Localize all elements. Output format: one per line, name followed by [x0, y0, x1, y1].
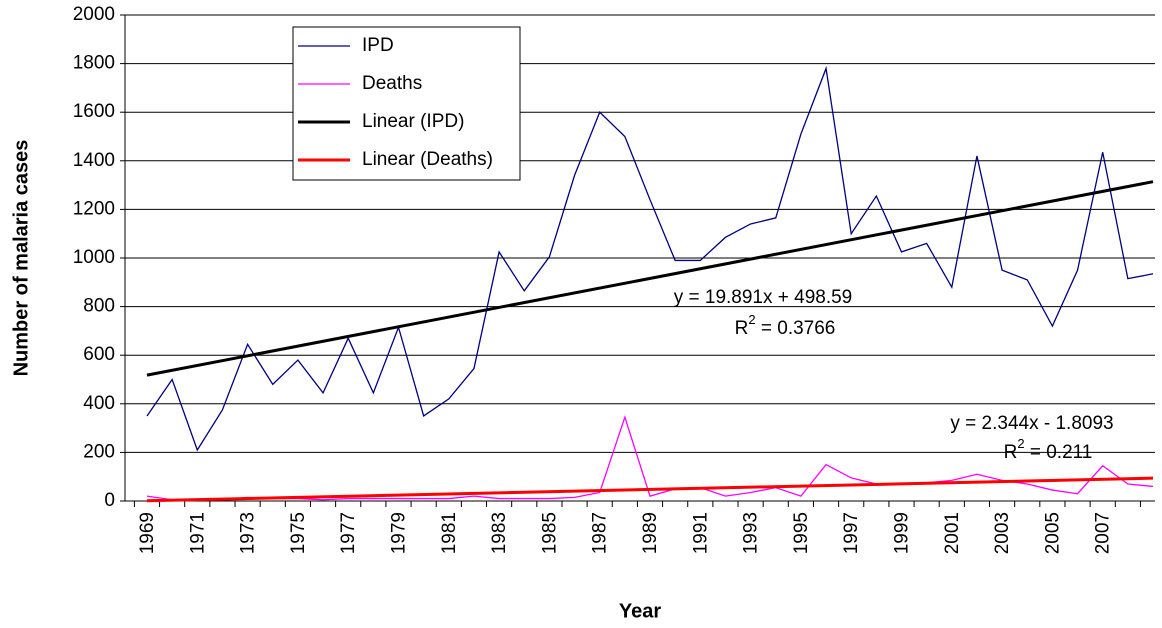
y-tick-label: 1000 [73, 247, 115, 268]
x-tick-label: 1995 [791, 512, 812, 554]
r2-rest: = 0.211 [1025, 442, 1093, 463]
x-tick-label: 1969 [137, 512, 158, 554]
legend-label: Linear (IPD) [362, 111, 464, 132]
x-tick-label: 1999 [892, 512, 913, 554]
x-tick-label: 1973 [238, 512, 259, 554]
x-tick-label: 1979 [389, 512, 410, 554]
y-tick-label: 400 [83, 393, 115, 414]
trend-equation: y = 2.344x - 1.8093 [950, 413, 1113, 434]
trend-line [146, 180, 1154, 377]
trend-r2: R2 = 0.3766 [735, 312, 836, 339]
trend-r2: R2 = 0.211 [1004, 436, 1093, 463]
x-tick-label: 2007 [1093, 512, 1114, 554]
series-line [146, 65, 1154, 452]
legend-box [292, 26, 521, 181]
y-tick-label: 800 [83, 296, 115, 317]
legend-label: IPD [362, 35, 394, 56]
y-tick-label: 2000 [73, 4, 115, 25]
x-tick-label: 1985 [539, 512, 560, 554]
y-tick-label: 1800 [73, 53, 115, 74]
r2-rest: = 0.3766 [756, 318, 836, 339]
x-tick-label: 1977 [338, 512, 359, 554]
legend-label: Linear (Deaths) [362, 149, 493, 170]
y-tick-label: 1600 [73, 101, 115, 122]
trend-equation: y = 19.891x + 498.59 [674, 287, 853, 308]
x-tick-label: 1991 [690, 512, 711, 554]
r2-base: R [1004, 442, 1018, 463]
x-tick-label: 1975 [288, 512, 309, 554]
x-tick-label: 1989 [640, 512, 661, 554]
x-tick-label: 1993 [741, 512, 762, 554]
x-tick-label: 1997 [841, 512, 862, 554]
x-tick-label: 1987 [590, 512, 611, 554]
x-tick-label: 1981 [439, 512, 460, 554]
r2-sup: 2 [1017, 436, 1024, 451]
trend-line [146, 476, 1154, 503]
x-tick-label: 2003 [992, 512, 1013, 554]
y-tick-label: 0 [104, 490, 115, 511]
x-tick-label: 1983 [489, 512, 510, 554]
x-tick-label: 2001 [942, 512, 963, 554]
y-tick-label: 1400 [73, 150, 115, 171]
r2-base: R [735, 318, 749, 339]
legend-label: Deaths [362, 73, 422, 94]
y-axis-title: Number of malaria cases [10, 140, 32, 377]
x-axis-title: Year [619, 600, 661, 622]
x-tick-label: 1971 [187, 512, 208, 554]
y-tick-label: 600 [83, 344, 115, 365]
r2-sup: 2 [748, 312, 755, 327]
y-tick-label: 200 [83, 441, 115, 462]
y-tick-label: 1200 [73, 198, 115, 219]
x-tick-label: 2005 [1042, 512, 1063, 554]
series-line [146, 415, 1154, 501]
